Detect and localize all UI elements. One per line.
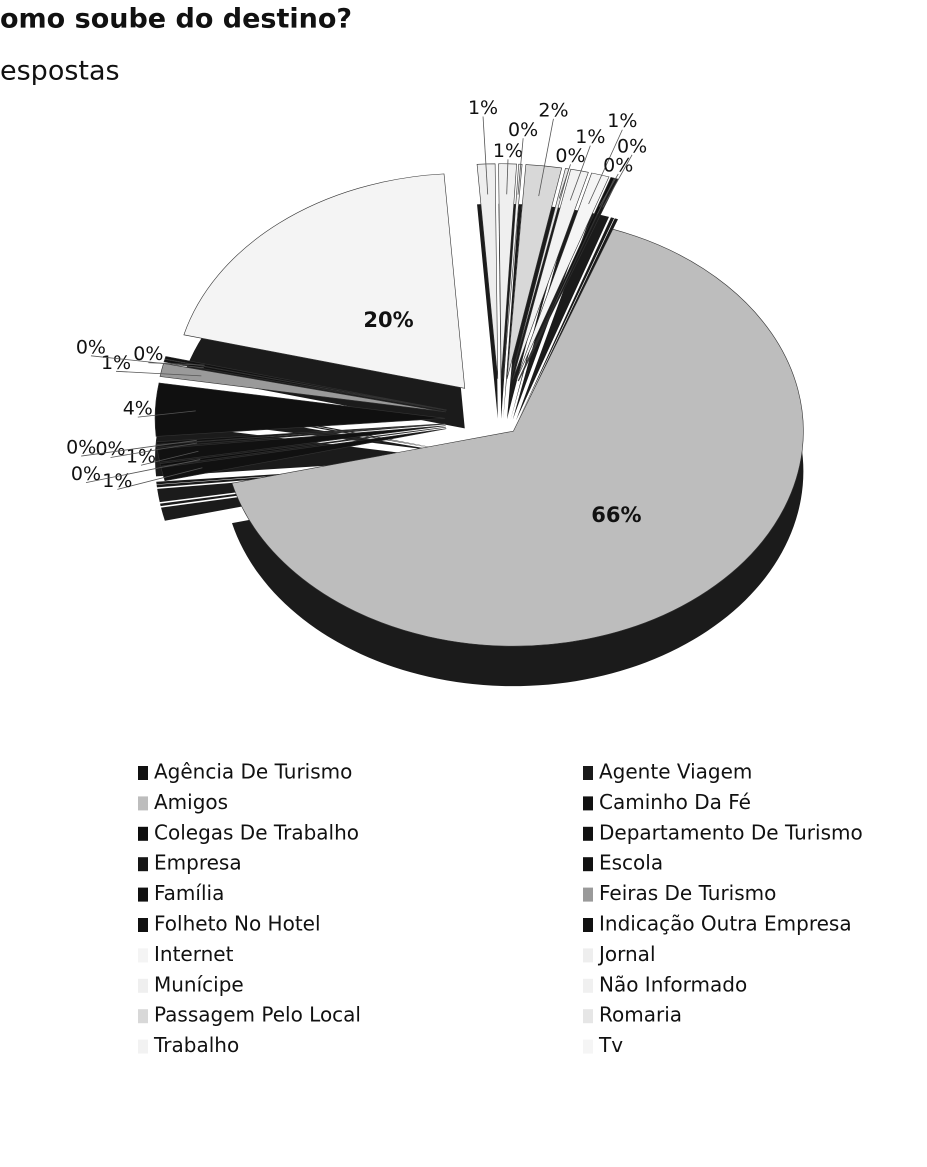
- pie-slice: [231, 228, 804, 647]
- legend-label: Trabalho: [153, 1033, 239, 1057]
- legend-label: Amigos: [154, 790, 228, 814]
- pie-slice-side: [516, 212, 609, 421]
- pie-slice: [183, 173, 466, 389]
- legend-swatch: [583, 857, 593, 872]
- leader-line: [538, 118, 554, 197]
- data-label: 1%: [102, 470, 132, 492]
- legend-label: Romaria: [599, 1003, 682, 1027]
- legend-swatch: [583, 948, 593, 963]
- leader-line: [588, 129, 623, 205]
- pie-slice: [512, 168, 589, 380]
- legend-swatch: [138, 1009, 148, 1024]
- legend-label: Internet: [154, 942, 234, 966]
- legend-label: Indicação Outra Empresa: [599, 912, 852, 936]
- legend-swatch: [138, 826, 148, 841]
- data-label: 0%: [76, 336, 106, 358]
- legend-label: Caminho Da Fé: [599, 790, 751, 814]
- data-label: 0%: [95, 438, 125, 460]
- leader-line: [482, 116, 489, 195]
- leader-line: [602, 154, 633, 208]
- data-label: 4%: [123, 398, 153, 420]
- data-label: 1%: [468, 97, 498, 119]
- data-label: 2%: [538, 99, 568, 121]
- legend-label: Empresa: [154, 851, 242, 875]
- legend-swatch: [138, 978, 148, 993]
- legend: Agência De Turismo Agente Viagem Amigos Cam…: [138, 760, 863, 1057]
- leader-line: [85, 459, 201, 484]
- legend-swatch: [583, 766, 593, 780]
- leader-line: [506, 159, 509, 195]
- legend-label: Munícipe: [154, 972, 244, 996]
- leader-line: [598, 173, 619, 207]
- pie-slice: [476, 163, 499, 379]
- legend-label: Jornal: [597, 942, 656, 966]
- legend-swatch: [138, 1039, 148, 1054]
- legend-label: Feiras De Turismo: [599, 881, 776, 905]
- leader-line: [110, 442, 198, 458]
- legend-label: Passagem Pelo Local: [154, 1003, 361, 1027]
- legend-label: Folheto No Hotel: [154, 912, 321, 936]
- pie-slice: [159, 426, 446, 467]
- pie-slice: [518, 177, 619, 382]
- legend-swatch: [138, 766, 148, 780]
- leader-line: [569, 145, 591, 201]
- pie-slice: [164, 356, 447, 411]
- data-label: 0%: [617, 135, 647, 157]
- leader-line: [81, 439, 197, 457]
- data-label: 1%: [575, 126, 605, 148]
- legend-swatch: [583, 887, 593, 902]
- data-label: 0%: [133, 343, 163, 365]
- leader-line: [148, 362, 205, 366]
- legend-swatch: [583, 918, 593, 932]
- pie-slice: [156, 425, 446, 463]
- legend-label: Departamento De Turismo: [599, 820, 863, 844]
- legend-label: Família: [154, 881, 224, 905]
- legend-swatch: [138, 918, 148, 932]
- data-label: 0%: [66, 437, 96, 459]
- pie-slice: [517, 177, 615, 382]
- pie-slice: [154, 382, 446, 437]
- legend-swatch: [138, 857, 148, 872]
- legend-swatch: [583, 826, 593, 841]
- pie-slice: [515, 172, 610, 381]
- legend-label: Escola: [599, 851, 663, 875]
- leader-line: [517, 138, 524, 195]
- legend-label: Agência De Turismo: [154, 760, 352, 784]
- legend-label: Não Informado: [599, 972, 747, 996]
- legend-swatch: [583, 796, 593, 811]
- pie: 66%1%0%1%0%0%4%1%0% 0%20%1%1%0%2%0%1%1%0%…: [66, 97, 804, 687]
- data-label: 1%: [607, 110, 637, 132]
- leader-line: [116, 370, 202, 377]
- legend-swatch: [583, 1039, 593, 1054]
- data-label: 66%: [591, 503, 641, 527]
- data-label: 0%: [555, 145, 585, 167]
- data-label: 0%: [603, 154, 633, 176]
- pie-slice: [155, 423, 446, 445]
- legend-swatch: [138, 796, 148, 811]
- legend-swatch: [583, 1009, 593, 1024]
- legend-label: Agente Viagem: [599, 760, 752, 784]
- leader-line: [90, 355, 204, 369]
- chart-subtitle: espostas: [0, 56, 120, 87]
- legend-swatch: [138, 887, 148, 902]
- data-label: 20%: [363, 308, 413, 332]
- leader-line: [117, 467, 203, 490]
- legend-label: Colegas De Trabalho: [154, 820, 359, 844]
- legend-label: Tv: [598, 1033, 623, 1057]
- pie-slice: [163, 359, 447, 411]
- leader-line: [140, 450, 199, 466]
- data-label: 0%: [508, 119, 538, 141]
- data-label: 1%: [493, 140, 523, 162]
- leader-line: [558, 164, 571, 199]
- leader-line: [137, 410, 196, 418]
- legend-swatch: [583, 978, 593, 993]
- legend-swatch: [138, 948, 148, 963]
- data-label: 0%: [71, 463, 101, 485]
- pie-slice: [506, 164, 563, 380]
- chart-title: omo soube do destino?: [0, 4, 352, 35]
- pie-slice-side: [517, 217, 615, 422]
